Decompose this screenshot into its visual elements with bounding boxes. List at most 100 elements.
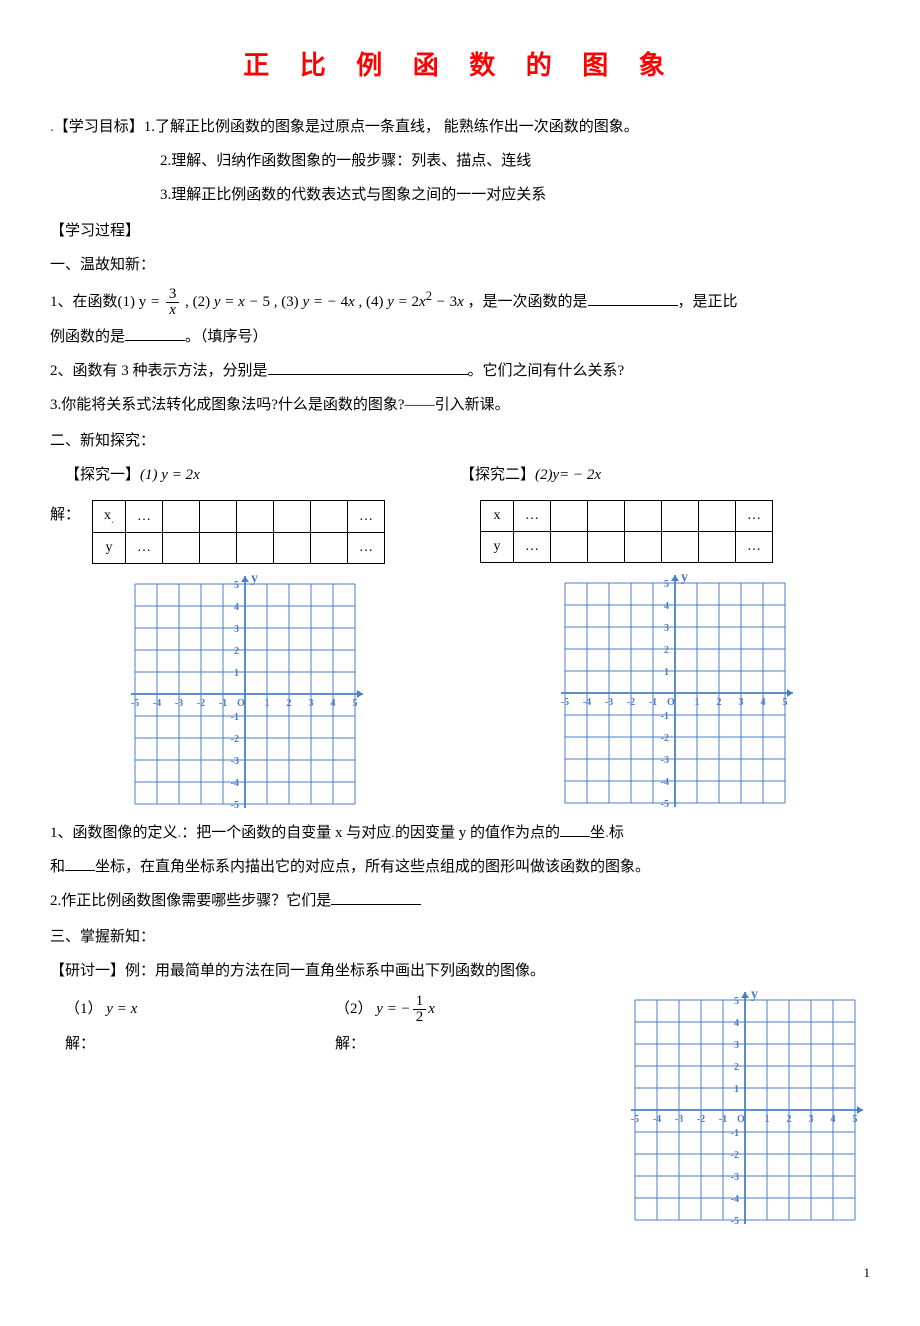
q1-l2a: 例函数的是: [50, 329, 125, 345]
cell: [274, 533, 311, 564]
def2-a: 和: [50, 859, 65, 875]
grid-1-wrap: -5-4-3-2-112345-5-4-3-2-112345xyO: [50, 574, 440, 814]
solution-label-1: 解：: [50, 494, 80, 530]
question-3: 3.你能将关系式法转化成图象法吗?什么是函数的图象?——引入新课。: [50, 390, 870, 420]
svg-text:-3: -3: [605, 697, 613, 708]
svg-text:2: 2: [787, 1114, 792, 1125]
cell: [200, 533, 237, 564]
svg-text:5: 5: [234, 580, 239, 591]
ex1-eq: y = x: [106, 1001, 137, 1017]
q1-mid3: , (4): [359, 294, 388, 310]
svg-text:3: 3: [739, 697, 744, 708]
cell: …: [126, 501, 163, 533]
svg-text:-4: -4: [661, 777, 669, 788]
blank-1: [588, 290, 678, 306]
svg-text:2: 2: [664, 645, 669, 656]
warmup-label: 一、温故知新：: [50, 250, 870, 280]
objectives-line1: .【学习目标】1.了解正比例函数的图象是过原点一条直线， 能熟练作出一次函数的图…: [50, 112, 870, 142]
svg-text:-2: -2: [627, 697, 635, 708]
cell-y: y: [93, 533, 126, 564]
table-row: y … …: [481, 532, 773, 563]
question-1-line1: 1、在函数(1) y = 3x , (2) y = x − 5 , (3) y …: [50, 284, 870, 318]
cell: [551, 501, 588, 532]
svg-text:5: 5: [353, 698, 358, 709]
cell: [662, 501, 699, 532]
cell: [200, 501, 237, 533]
cell: …: [126, 533, 163, 564]
svg-text:-5: -5: [731, 1216, 739, 1227]
svg-text:-5: -5: [631, 1114, 639, 1125]
blank-4: [560, 821, 590, 837]
svg-text:-5: -5: [561, 697, 569, 708]
svg-text:5: 5: [853, 1114, 858, 1125]
table-1: x. … … y … …: [92, 500, 385, 564]
def1-c: 的因变量 y 的值作为点的: [395, 825, 560, 841]
coordinate-grid-1: -5-4-3-2-112345-5-4-3-2-112345xyO: [125, 574, 365, 814]
table-row: y … …: [93, 533, 385, 564]
svg-text:2: 2: [234, 646, 239, 657]
svg-text:-3: -3: [175, 698, 183, 709]
svg-text:2: 2: [734, 1062, 739, 1073]
objective-2: 2.理解、归纳作函数图象的一般步骤：列表、描点、连线: [50, 146, 870, 176]
svg-text:-5: -5: [131, 698, 139, 709]
explore-col-1: 解： x. … … y … … -5-4-3-2-112345-5-4-3-2-…: [50, 494, 440, 814]
coordinate-grid-3: -5-4-3-2-112345-5-4-3-2-112345xyO: [625, 990, 865, 1230]
example-row: （1） y = x （2） y = −12x 解： 解： -5-4-3-2-11…: [50, 990, 870, 1230]
svg-text:-4: -4: [583, 697, 591, 708]
svg-text:-1: -1: [661, 711, 669, 722]
objective-3: 3.理解正比例函数的代数表达式与图象之间的一一对应关系: [50, 180, 870, 210]
q2-a: 2、函数有 3 种表示方法，分别是: [50, 363, 268, 379]
cell: [588, 532, 625, 563]
svg-text:-1: -1: [719, 1114, 727, 1125]
svg-text:-5: -5: [661, 799, 669, 810]
svg-text:y: y: [251, 574, 258, 586]
cell: …: [348, 501, 385, 533]
svg-text:y: y: [751, 990, 758, 1002]
cell: [237, 501, 274, 533]
svg-text:2: 2: [717, 697, 722, 708]
cell: …: [514, 501, 551, 532]
svg-text:4: 4: [831, 1114, 836, 1125]
cell: [163, 501, 200, 533]
svg-text:3: 3: [309, 698, 314, 709]
cell-x: x.: [93, 501, 126, 533]
question-2: 2、函数有 3 种表示方法，分别是 。它们之间有什么关系?: [50, 356, 870, 386]
q2-b: 。它们之间有什么关系?: [468, 363, 625, 379]
table-row: x … …: [481, 501, 773, 532]
svg-text:y: y: [681, 573, 688, 585]
svg-text:5: 5: [734, 996, 739, 1007]
svg-text:-4: -4: [231, 778, 239, 789]
cell: …: [348, 533, 385, 564]
page-number: 1: [50, 1260, 870, 1286]
svg-text:-1: -1: [219, 698, 227, 709]
cell: [662, 532, 699, 563]
cell: [551, 532, 588, 563]
question-1-line2: 例函数的是。（填序号）: [50, 322, 870, 352]
ex1-label: （1）: [65, 1001, 103, 1017]
svg-text:O: O: [737, 1114, 745, 1125]
svg-text:4: 4: [664, 601, 669, 612]
svg-text:-3: -3: [731, 1172, 739, 1183]
svg-text:3: 3: [809, 1114, 814, 1125]
explore-row: 解： x. … … y … … -5-4-3-2-112345-5-4-3-2-…: [50, 494, 870, 814]
svg-text:-1: -1: [731, 1128, 739, 1139]
svg-text:2: 2: [287, 698, 292, 709]
steps-line: 2.作正比例函数图像需要哪些步骤？它们是: [50, 886, 870, 916]
svg-text:-3: -3: [231, 756, 239, 767]
objectives-label: 【学习目标】: [54, 119, 144, 135]
definition-1: 1、函数图像的定义.：把一个函数的自变量 x 与对应.的因变量 y 的值作为点的…: [50, 818, 870, 848]
page-title: 正 比 例 函 数 的 图 象: [50, 40, 870, 92]
svg-text:-2: -2: [697, 1114, 705, 1125]
q1-suf1: ，是一次函数的是: [468, 294, 588, 310]
q1-f4: y = 2x2 − 3x: [387, 294, 464, 310]
explore-col-2: x … … y … … -5-4-3-2-112345-5-4-3-2-1123…: [480, 494, 870, 813]
cell-x: x: [481, 501, 514, 532]
explore1-eq: (1) y = 2x: [140, 467, 200, 483]
svg-text:4: 4: [331, 698, 336, 709]
explore1-label: 【探究一】: [65, 467, 140, 483]
blank-6: [331, 889, 421, 905]
svg-text:-2: -2: [731, 1150, 739, 1161]
cell: [625, 532, 662, 563]
cell: …: [736, 532, 773, 563]
svg-text:1: 1: [664, 667, 669, 678]
